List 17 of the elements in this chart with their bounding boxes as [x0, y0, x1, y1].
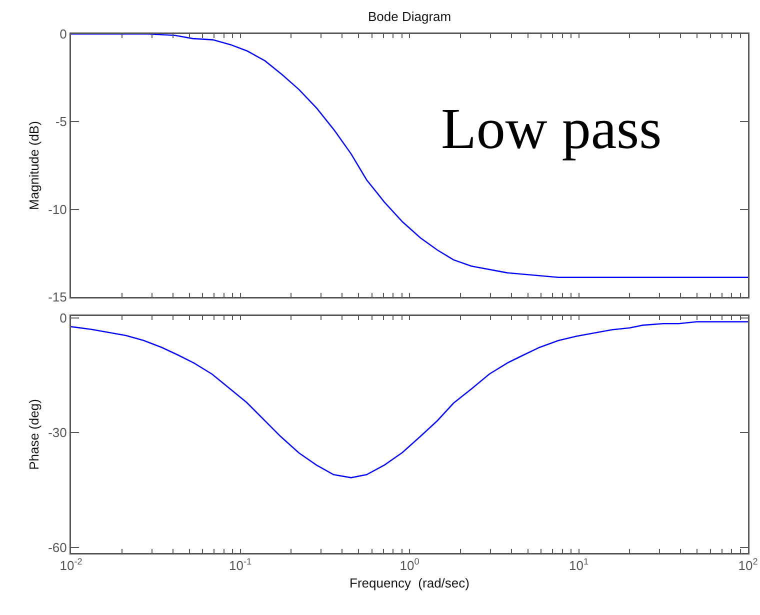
- y-axis-title: Phase (deg): [26, 399, 42, 470]
- x-tick-label: 10$^{0}$: [400, 556, 420, 574]
- x-axis-title: Frequency (rad/sec): [350, 575, 470, 590]
- x-tick-label: 10$^{-2}$: [60, 556, 82, 574]
- x-tick-label: 10$^{-1}$: [228, 556, 252, 574]
- x-tick-label: 10$^{2}$: [738, 556, 758, 574]
- x-tick-label: 10$^{1}$: [568, 556, 589, 574]
- annotation: Low pass: [441, 96, 662, 161]
- y-tick-label: -5: [55, 114, 67, 130]
- chart-title: Bode Diagram: [368, 9, 452, 24]
- y-tick-label: -15: [48, 290, 67, 305]
- y-tick-label: -30: [48, 425, 67, 440]
- y-tick-label: -10: [48, 202, 67, 217]
- y-axis-title: Magnitude (dB): [26, 121, 42, 210]
- y-tick-label: 0: [60, 26, 67, 42]
- y-tick-label: -60: [48, 540, 67, 555]
- y-tick-label: 0: [60, 310, 67, 326]
